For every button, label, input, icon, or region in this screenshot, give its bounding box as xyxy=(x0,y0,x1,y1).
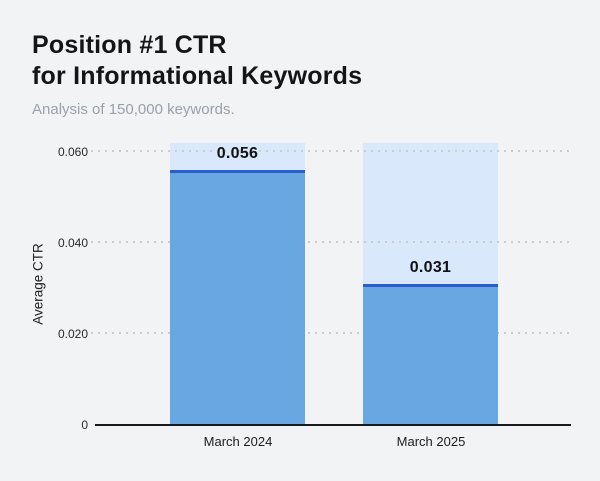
chart-title: Position #1 CTR for Informational Keywor… xyxy=(32,30,362,92)
chart-subtitle: Analysis of 150,000 keywords. xyxy=(32,101,235,118)
bar-march-2024-fill xyxy=(170,170,305,425)
y-tick-0060: 0.060 xyxy=(57,145,88,160)
x-label-march-2025: March 2025 xyxy=(396,434,466,449)
gridline-0020 xyxy=(91,332,571,335)
gridline-0040 xyxy=(91,241,571,244)
bar-march-2024: 0.056 xyxy=(170,143,305,425)
chart-title-line1: Position #1 CTR xyxy=(32,31,227,59)
y-tick-0: 0 xyxy=(81,418,88,432)
bar-march-2025-fill xyxy=(363,284,498,425)
y-axis-tick-labels: 0 0.020 0.040 0.060 xyxy=(0,143,88,432)
chart-title-line2: for Informational Keywords xyxy=(32,62,363,90)
plot-area: 0.056 0.031 xyxy=(91,143,571,426)
x-axis-line xyxy=(95,424,571,426)
bar-march-2025: 0.031 xyxy=(363,143,498,425)
y-tick-0040: 0.040 xyxy=(57,236,88,251)
y-tick-0020: 0.020 xyxy=(57,327,88,342)
bar-march-2024-value-label: 0.056 xyxy=(216,145,259,163)
bar-march-2025-value-label: 0.031 xyxy=(409,259,452,276)
gridline-0060 xyxy=(91,150,571,153)
x-label-march-2024: March 2024 xyxy=(203,434,273,449)
